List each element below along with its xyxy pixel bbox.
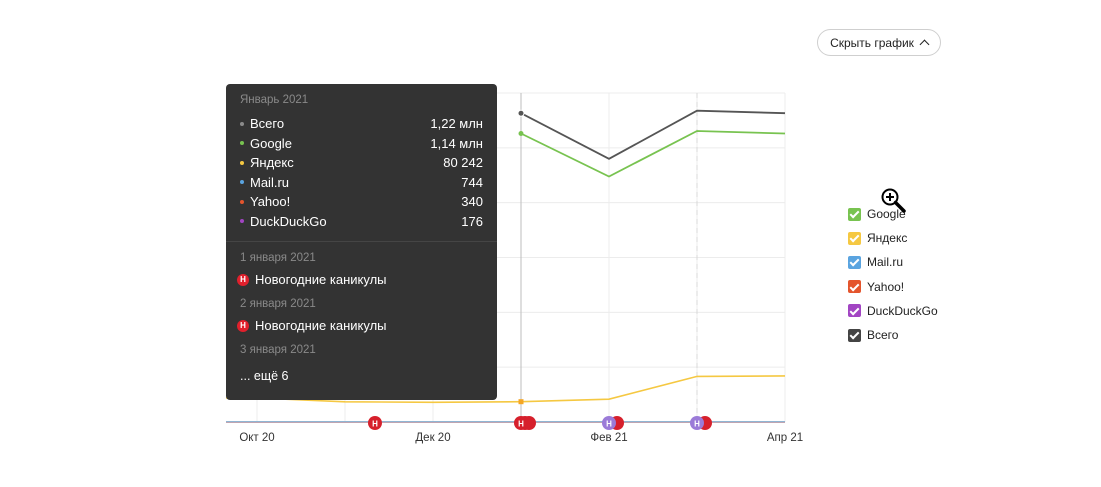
hide-chart-label: Скрыть график [830, 35, 914, 50]
checkbox-icon[interactable] [848, 328, 861, 342]
series-dot-icon [240, 121, 244, 126]
x-tick-label: Апр 21 [767, 432, 803, 444]
tooltip-row: Mail.ru 744 [240, 173, 483, 193]
tooltip-event: Н Новогодние каникулы [237, 318, 387, 333]
tooltip-series-value: 176 [461, 213, 483, 229]
tooltip-series-value: 1,14 млн [430, 135, 483, 151]
legend-label: Mail.ru [867, 255, 904, 270]
legend-item[interactable]: Yahoo! [848, 275, 938, 299]
legend-item[interactable]: Mail.ru [848, 250, 938, 274]
legend-label: Yahoo! [867, 279, 905, 294]
tooltip-row: DuckDuckGo 176 [240, 212, 483, 232]
tooltip-event-title: Новогодние каникулы [255, 318, 387, 333]
tooltip-event-date: 2 января 2021 [240, 298, 316, 310]
event-marker-icon[interactable]: Н [602, 416, 616, 430]
svg-text:Н: Н [694, 420, 700, 429]
tooltip-series-name: DuckDuckGo [250, 213, 327, 229]
legend-label: DuckDuckGo [867, 303, 938, 318]
checkbox-icon[interactable] [848, 231, 861, 245]
event-marker-icon[interactable]: Н [368, 416, 382, 430]
tooltip-series-name: Yahoo! [250, 194, 291, 210]
holiday-badge-icon: Н [237, 273, 249, 286]
chart-tooltip: Январь 2021 Всего 1,22 млн Google 1,14 млн Я… [226, 84, 497, 400]
tooltip-month: Январь 2021 [240, 94, 309, 106]
legend-item[interactable]: Всего [848, 323, 938, 347]
tooltip-series-value: 80 242 [443, 155, 483, 171]
x-tick-label: Дек 20 [415, 432, 450, 444]
holiday-badge-icon: Н [237, 319, 249, 332]
tooltip-row: Всего 1,22 млн [240, 114, 483, 134]
checkbox-icon[interactable] [848, 304, 861, 318]
tooltip-series-value: 340 [461, 194, 483, 210]
tooltip-event-date: 1 января 2021 [240, 252, 316, 264]
chart-legend: Google Яндекс Mail.ru Yahoo! DuckDuckGo Всего [848, 202, 938, 347]
checkbox-icon[interactable] [848, 280, 861, 294]
tooltip-row: Yahoo! 340 [240, 192, 483, 212]
hide-chart-button[interactable]: Скрыть график [817, 29, 941, 56]
series-dot-icon [240, 219, 244, 224]
tooltip-more-link[interactable]: ... ещё 6 [240, 369, 289, 383]
series-dot-icon [240, 160, 244, 165]
event-marker-icon[interactable]: Н [514, 416, 528, 430]
tooltip-divider [226, 241, 497, 242]
tooltip-series-value: 1,22 млн [430, 116, 483, 132]
tooltip-series-name: Всего [250, 116, 285, 132]
svg-text:Н: Н [518, 420, 524, 429]
legend-item[interactable]: DuckDuckGo [848, 299, 938, 323]
tooltip-event: Н Новогодние каникулы [237, 272, 387, 287]
event-marker-icon[interactable]: Н [690, 416, 704, 430]
zoom-cursor-icon [881, 188, 906, 213]
hover-point [518, 399, 524, 405]
tooltip-row: Яндекс 80 242 [240, 153, 483, 173]
tooltip-series-name: Google [250, 135, 292, 151]
tooltip-series-list: Всего 1,22 млн Google 1,14 млн Яндекс 80 242 M… [240, 114, 483, 231]
x-tick-label: Окт 20 [239, 432, 274, 444]
x-tick-label: Фев 21 [590, 432, 627, 444]
series-line-всего[interactable] [520, 109, 786, 160]
checkbox-icon[interactable] [848, 255, 861, 269]
tooltip-series-name: Яндекс [250, 155, 294, 171]
series-line-google[interactable] [520, 130, 786, 178]
svg-text:Н: Н [606, 420, 612, 429]
series-dot-icon [240, 141, 244, 146]
tooltip-row: Google 1,14 млн [240, 134, 483, 154]
tooltip-event-date: 3 января 2021 [240, 344, 316, 356]
legend-label: Всего [867, 328, 899, 343]
legend-label: Google [867, 207, 906, 222]
tooltip-series-name: Mail.ru [250, 174, 290, 190]
tooltip-event-title: Новогодние каникулы [255, 272, 387, 287]
svg-text:Н: Н [372, 420, 378, 429]
series-dot-icon [240, 199, 244, 204]
legend-item[interactable]: Яндекс [848, 226, 938, 250]
hover-point [518, 130, 524, 136]
series-dot-icon [240, 180, 244, 185]
checkbox-icon[interactable] [848, 207, 861, 221]
hover-point [517, 109, 525, 117]
legend-item[interactable]: Google [848, 202, 938, 226]
tooltip-series-value: 744 [461, 174, 483, 190]
legend-label: Яндекс [867, 231, 908, 246]
